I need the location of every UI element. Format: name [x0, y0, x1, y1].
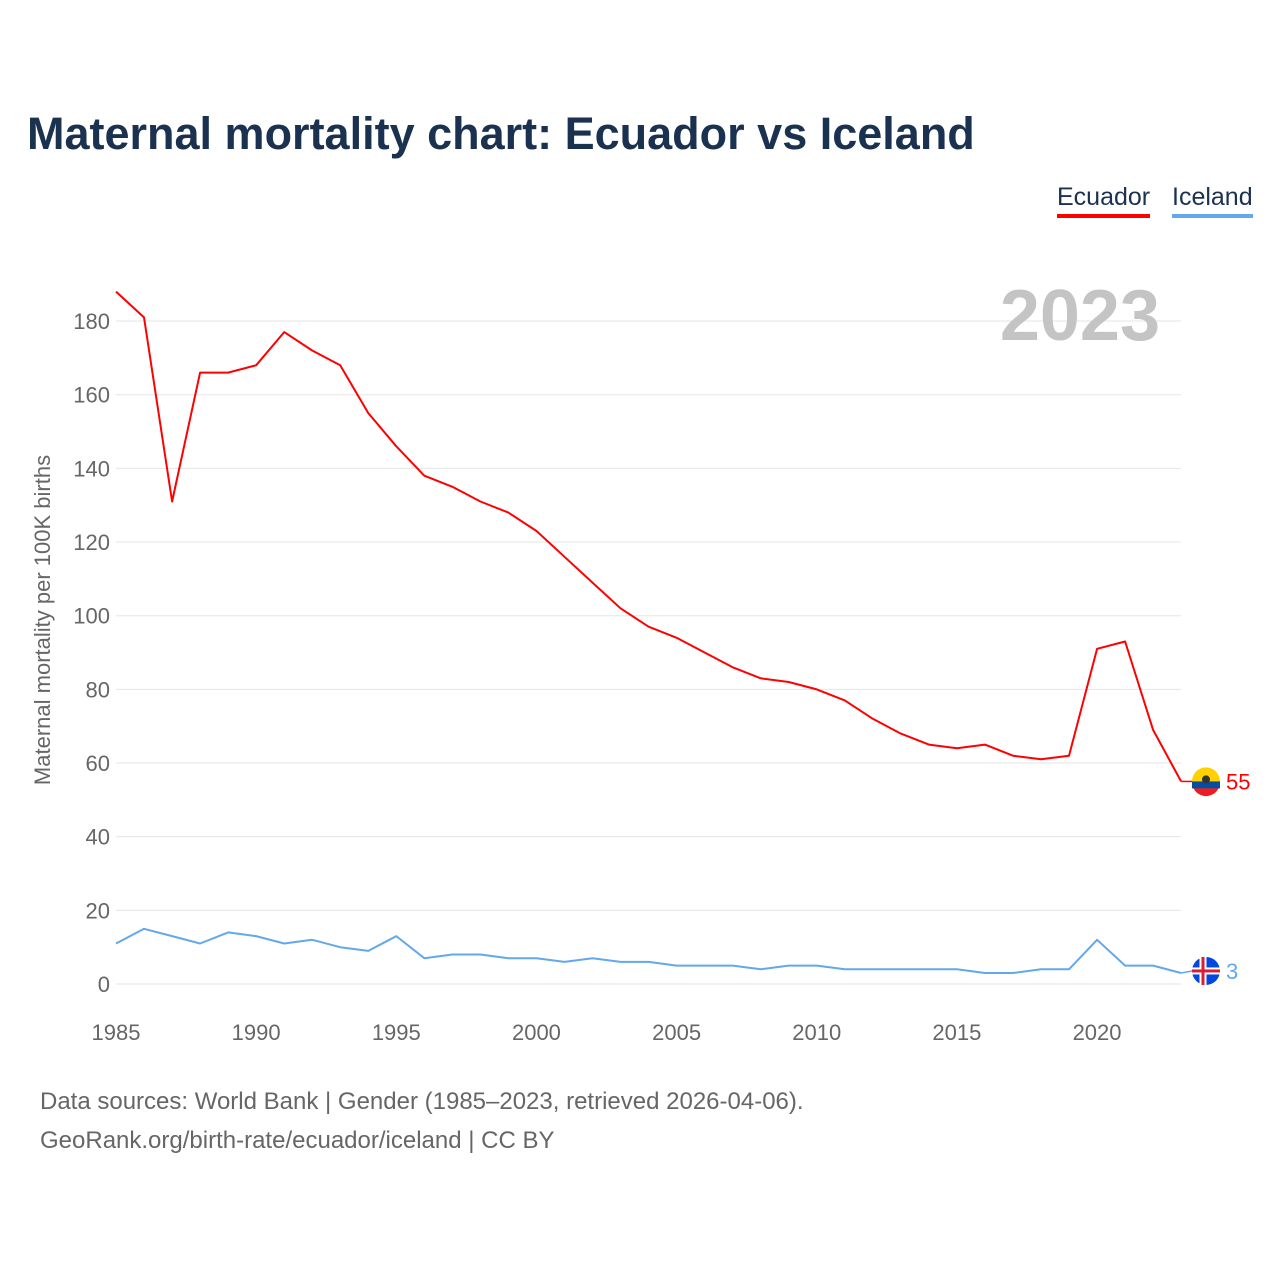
y-tick-label: 180	[73, 309, 110, 334]
legend-ecuador[interactable]: Ecuador	[1057, 183, 1151, 218]
x-tick-label: 2000	[512, 1020, 561, 1045]
chart-title: Maternal mortality chart: Ecuador vs Ice…	[27, 108, 975, 159]
end-connector	[1181, 970, 1193, 974]
x-tick-label: 2010	[792, 1020, 841, 1045]
y-axis-label: Maternal mortality per 100K births	[30, 455, 55, 785]
x-tick-label: 2015	[932, 1020, 981, 1045]
series-line-iceland	[115, 927, 1182, 974]
y-tick-label: 100	[73, 604, 110, 629]
x-tick-label: 1990	[232, 1020, 281, 1045]
ecuador-flag-icon-red	[1193, 788, 1219, 797]
footer-link[interactable]: GeoRank.org/birth-rate/ecuador/iceland |…	[40, 1127, 555, 1154]
footer-source: Data sources: World Bank | Gender (1985–…	[40, 1088, 804, 1115]
iceland-flag-red-h	[1192, 969, 1220, 973]
y-tick-label: 160	[73, 383, 110, 408]
ecuador-flag-icon-blue	[1192, 781, 1220, 789]
x-tick-label: 1995	[372, 1020, 421, 1045]
y-tick-label: 140	[73, 456, 110, 481]
ecuador-flag-emblem	[1202, 775, 1210, 784]
y-tick-label: 80	[86, 677, 110, 702]
y-tick-label: 60	[86, 751, 110, 776]
end-value-label-iceland: 3	[1226, 959, 1238, 984]
x-tick-label: 1985	[92, 1020, 141, 1045]
x-tick-label: 2020	[1073, 1020, 1122, 1045]
y-tick-label: 20	[86, 898, 110, 923]
series-line-ecuador	[115, 290, 1182, 782]
end-value-label-ecuador: 55	[1226, 769, 1250, 794]
y-tick-label: 120	[73, 530, 110, 555]
year-label: 2023	[1000, 276, 1160, 356]
y-tick-label: 0	[98, 972, 110, 997]
iceland-flag-red-v	[1201, 956, 1205, 985]
x-tick-label: 2005	[652, 1020, 701, 1045]
legend-iceland[interactable]: Iceland	[1172, 183, 1253, 218]
y-tick-label: 40	[86, 825, 110, 850]
